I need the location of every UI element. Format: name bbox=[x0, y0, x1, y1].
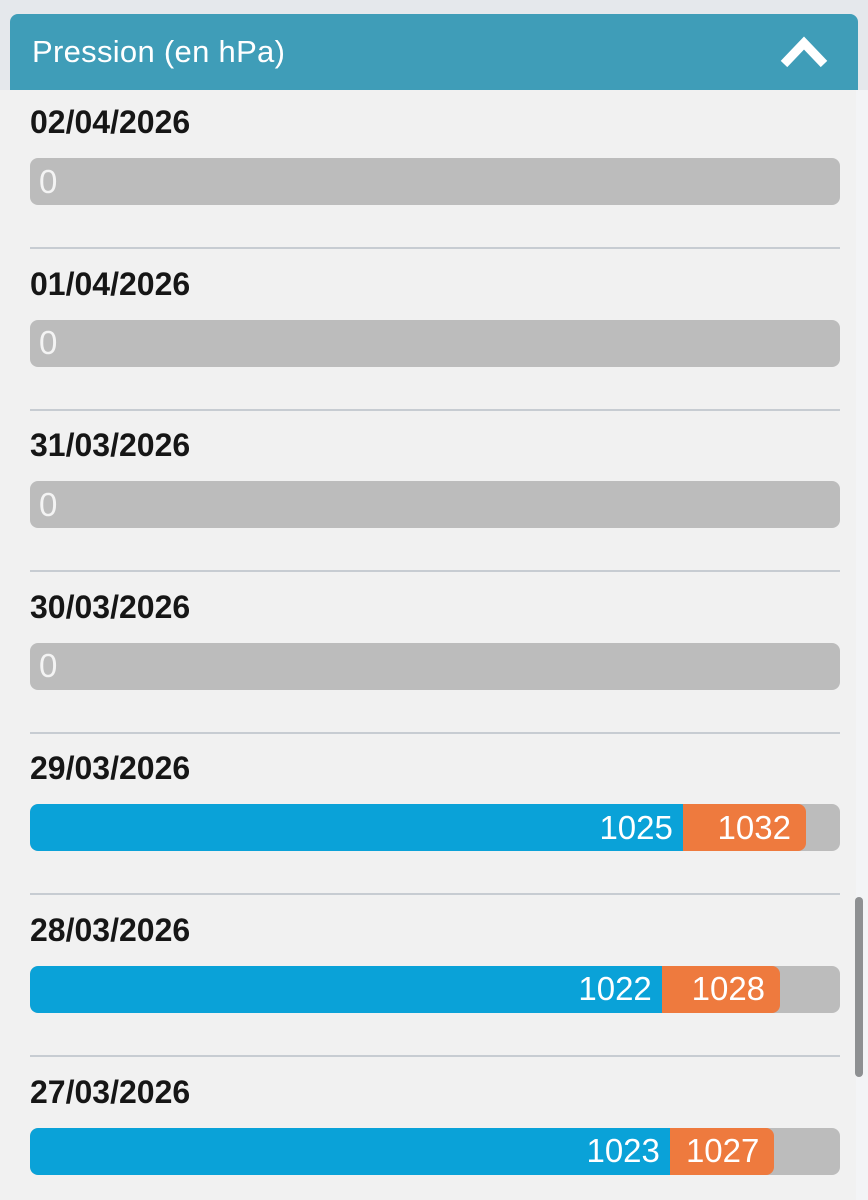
bar-zero-value: 0 bbox=[39, 485, 58, 523]
row-divider bbox=[30, 1054, 840, 1057]
pressure-bar: 1023 1027 bbox=[30, 1127, 840, 1175]
pressure-day-row: 30/03/2026 0 bbox=[30, 575, 840, 737]
bar-min-segment: 1022 bbox=[30, 965, 662, 1013]
row-divider bbox=[30, 570, 840, 573]
row-date-label: 30/03/2026 bbox=[30, 588, 191, 625]
chevron-up-icon[interactable] bbox=[776, 34, 832, 72]
bar-max-segment: 1027 bbox=[669, 1127, 775, 1175]
bar-min-segment: 1025 bbox=[30, 804, 683, 852]
pressure-bar: 0 bbox=[30, 481, 840, 529]
pressure-bar: 0 bbox=[30, 642, 840, 690]
bar-zero-value: 0 bbox=[39, 647, 58, 685]
row-date-label: 29/03/2026 bbox=[30, 750, 191, 787]
row-divider bbox=[30, 731, 840, 734]
pressure-bar: 0 bbox=[30, 319, 840, 367]
bar-min-segment: 1023 bbox=[30, 1127, 670, 1175]
row-date-label: 27/03/2026 bbox=[30, 1073, 191, 1110]
row-divider bbox=[30, 408, 840, 411]
pressure-section-header[interactable]: Pression (en hPa) bbox=[10, 14, 858, 90]
bar-zero-value: 0 bbox=[39, 162, 58, 200]
section-title: Pression (en hPa) bbox=[32, 34, 286, 69]
row-date-label: 01/04/2026 bbox=[30, 265, 191, 302]
row-date-label: 28/03/2026 bbox=[30, 911, 191, 948]
pressure-bar: 1025 1032 bbox=[30, 804, 840, 852]
pressure-bar: 1022 1028 bbox=[30, 965, 840, 1013]
bar-max-segment: 1028 bbox=[661, 965, 781, 1013]
bar-zero-value: 0 bbox=[39, 324, 58, 362]
pressure-day-list: 02/04/2026 0 01/04/2026 0 31/03/2026 0 3… bbox=[30, 90, 840, 1200]
bar-max-segment: 1032 bbox=[682, 804, 806, 852]
pressure-day-row: 28/03/2026 1022 1028 bbox=[30, 898, 840, 1060]
pressure-day-row: 01/04/2026 0 bbox=[30, 252, 840, 414]
pressure-day-row: 31/03/2026 0 bbox=[30, 413, 840, 575]
row-date-label: 02/04/2026 bbox=[30, 104, 191, 140]
scrollbar-thumb[interactable] bbox=[855, 897, 863, 1077]
pressure-day-row: 27/03/2026 1023 1027 bbox=[30, 1060, 840, 1200]
row-divider bbox=[30, 893, 840, 896]
pressure-day-row: 29/03/2026 1025 1032 bbox=[30, 736, 840, 898]
pressure-bar: 0 bbox=[30, 158, 840, 205]
row-divider bbox=[30, 247, 840, 249]
row-date-label: 31/03/2026 bbox=[30, 427, 191, 464]
pressure-day-row: 02/04/2026 0 bbox=[30, 90, 840, 252]
